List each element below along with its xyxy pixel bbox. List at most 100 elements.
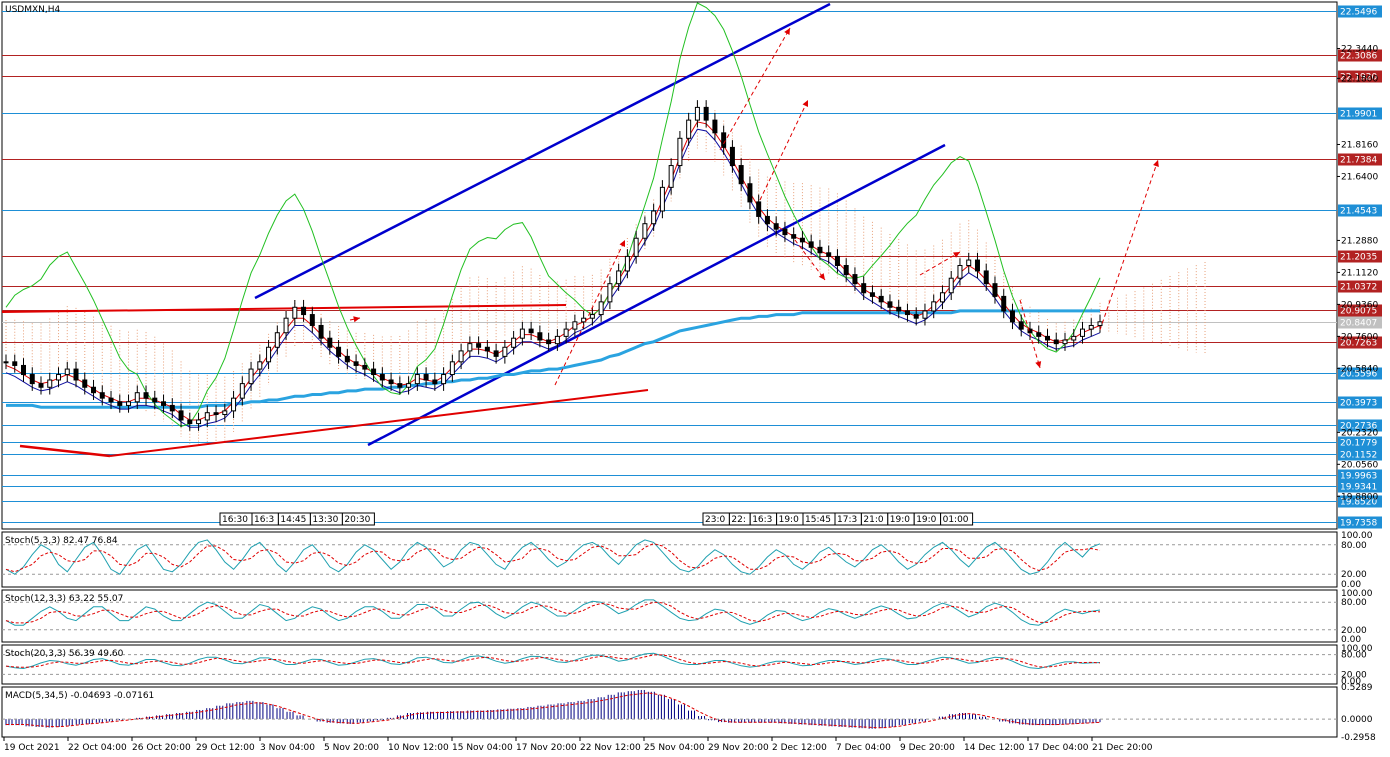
price-tag: 20.3973 (1340, 399, 1377, 409)
time-tag: 19:0 (779, 515, 799, 525)
candle-body (301, 306, 307, 316)
candle-body (966, 259, 972, 267)
price-tick-label: 20.5840 (1341, 364, 1378, 374)
time-tag: 22: (731, 515, 745, 525)
candle-body (476, 343, 482, 348)
macd-tick: 0.0000 (1341, 715, 1373, 725)
macd-label: MACD(5,34,5) -0.04693 -0.07161 (5, 691, 154, 701)
candle-body (274, 332, 280, 348)
candle-body (957, 265, 963, 279)
x-axis-label: 17 Dec 04:00 (1028, 743, 1089, 753)
price-tick-label: 20.7600 (1341, 332, 1378, 342)
projection-line (554, 239, 626, 386)
time-tag: 13:30 (312, 515, 338, 525)
price-tag: 22.5496 (1340, 8, 1377, 18)
indicator-label: Stoch(20,3,3) 56.39 49.60 (5, 649, 124, 659)
price-tag: 20.9075 (1340, 307, 1377, 317)
candle-body (248, 368, 254, 385)
price-tag: 19.8520 (1340, 498, 1377, 508)
price-tick-label: 20.0560 (1341, 460, 1378, 470)
candle-body (511, 337, 517, 348)
candle-body (239, 383, 245, 399)
candle-body (1001, 295, 1007, 312)
time-tag: 23:0 (705, 515, 725, 525)
indicator-tick: 80.00 (1341, 598, 1367, 608)
price-tick-label: 20.9360 (1341, 300, 1378, 310)
candle-body (292, 306, 298, 319)
candle-body (887, 301, 893, 308)
candle-body (1036, 332, 1042, 337)
price-tag: 20.5596 (1340, 370, 1377, 380)
indicator-tick: 100.00 (1341, 644, 1373, 654)
candle-body (799, 237, 805, 243)
candle-body (126, 401, 132, 406)
price-tag-bg (1338, 250, 1382, 263)
candle-body (134, 392, 140, 403)
candle-body (152, 397, 158, 403)
stoch-main-line (5, 652, 1101, 670)
projection-line (719, 27, 791, 151)
candle-body (318, 324, 324, 339)
candle-body (371, 368, 377, 376)
candle-body (931, 301, 937, 312)
price-tag-bg (1338, 480, 1382, 493)
candle-body (327, 337, 333, 348)
price-tag-bg (1338, 304, 1382, 317)
x-axis-label: 10 Nov 12:00 (388, 743, 449, 753)
x-axis-label: 22 Oct 04:00 (68, 743, 127, 753)
candle-body (738, 165, 744, 185)
horizontal-levels (2, 11, 1337, 523)
candle-body (729, 146, 735, 167)
time-tag: 14:45 (280, 515, 306, 525)
candle-body (598, 301, 604, 316)
candle-body (913, 314, 919, 319)
candle-body (826, 252, 832, 257)
candle-body (406, 383, 412, 388)
trend-line (109, 389, 649, 457)
x-axis-label: 19 Oct 2021 (4, 743, 60, 753)
price-tick-label: 21.1120 (1341, 268, 1378, 278)
candle-body (213, 412, 219, 416)
price-tag-bg (1338, 316, 1382, 329)
candle-body (21, 364, 27, 376)
candle-body (397, 383, 403, 388)
candle-body (47, 379, 53, 388)
candle-body (642, 223, 648, 239)
candle-body (379, 374, 385, 381)
x-axis-label: 25 Nov 04:00 (644, 743, 705, 753)
candle-body (3, 361, 9, 364)
panel-frame-3 (1, 644, 1338, 685)
candle-body (1018, 321, 1024, 330)
time-tag: 16:3 (254, 515, 274, 525)
candle-body (519, 328, 525, 339)
candle-body (686, 119, 692, 139)
candle-body (834, 255, 840, 266)
candle-body (187, 419, 193, 425)
time-tag-bg (341, 512, 375, 526)
chikou-line (5, 2, 1101, 427)
candle-body (563, 328, 569, 337)
candle-body (353, 361, 359, 366)
price-tag-bg (1338, 448, 1382, 461)
projection-line (759, 99, 809, 201)
indicator-panels (2, 539, 1337, 729)
indicator-tick: 20.00 (1341, 670, 1367, 680)
stoch-signal-line (5, 601, 1101, 624)
time-tag: 15:45 (805, 515, 831, 525)
candle-body (64, 368, 70, 376)
candle-body (624, 255, 630, 272)
candle-body (764, 215, 770, 225)
candle-body (651, 210, 657, 225)
candle-body (169, 404, 175, 412)
price-tag-bg (1338, 107, 1382, 120)
candle-body (266, 346, 272, 363)
x-axis-label: 29 Oct 12:00 (196, 743, 255, 753)
candle-body (388, 379, 394, 385)
panel-frame-2 (1, 589, 1338, 643)
candle-body (82, 379, 88, 388)
x-axis-label: 17 Nov 20:00 (516, 743, 577, 753)
candle-body (344, 355, 350, 363)
trend-lines (1, 2, 946, 458)
price-tick-label: 21.2880 (1341, 236, 1378, 246)
